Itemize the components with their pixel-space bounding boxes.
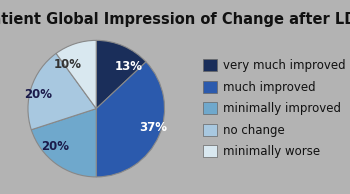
Wedge shape	[28, 53, 96, 130]
Wedge shape	[96, 40, 146, 109]
Text: 13%: 13%	[115, 60, 143, 73]
Wedge shape	[56, 40, 96, 109]
Text: 20%: 20%	[24, 88, 52, 101]
Wedge shape	[96, 62, 164, 177]
Text: 20%: 20%	[41, 140, 69, 153]
Legend: very much improved, much improved, minimally improved, no change, minimally wors: very much improved, much improved, minim…	[203, 59, 346, 158]
Text: 10%: 10%	[54, 58, 82, 71]
Text: 37%: 37%	[139, 121, 167, 134]
Text: Patient Global Impression of Change after LDN: Patient Global Impression of Change afte…	[0, 12, 350, 27]
Wedge shape	[31, 109, 96, 177]
